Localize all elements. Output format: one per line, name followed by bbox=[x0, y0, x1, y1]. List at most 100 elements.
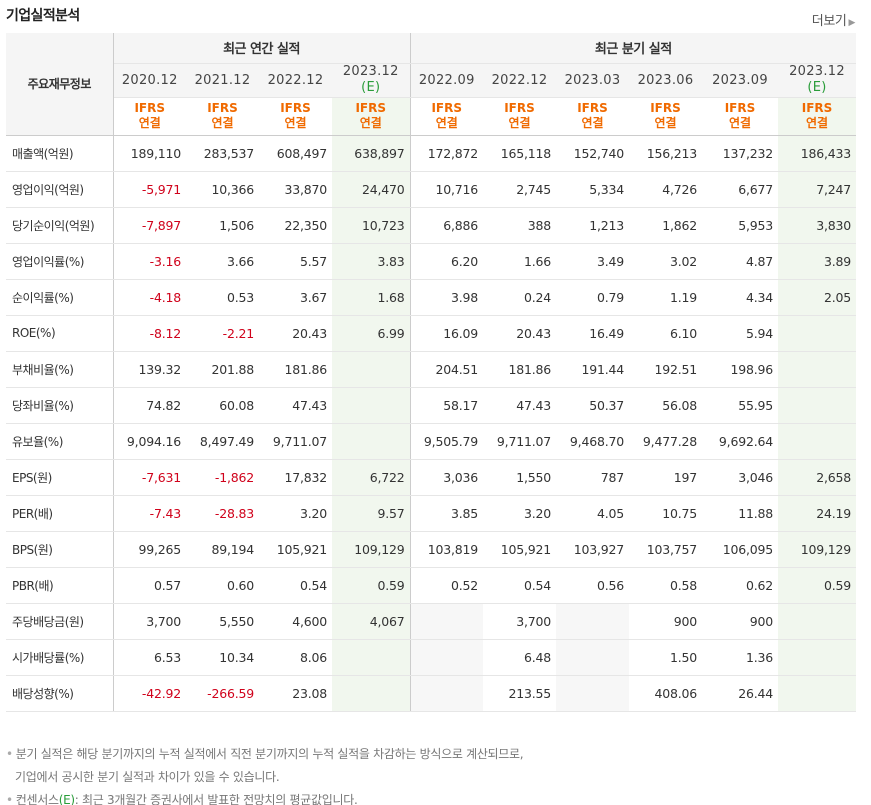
ifrs-label: IFRS 연결 bbox=[778, 97, 857, 136]
table-cell: 9.57 bbox=[332, 495, 411, 532]
table-cell: 181.86 bbox=[483, 350, 556, 388]
table-cell: 6.53 bbox=[113, 639, 186, 676]
table-cell: -3.16 bbox=[113, 242, 186, 280]
table-cell bbox=[778, 423, 857, 460]
table-cell: 20.43 bbox=[259, 315, 332, 352]
table-cell: 0.59 bbox=[332, 567, 411, 604]
table-cell: 103,819 bbox=[410, 531, 483, 568]
table-cell: 0.54 bbox=[259, 567, 332, 604]
row-label: BPS(원) bbox=[6, 531, 114, 568]
table-cell bbox=[778, 675, 857, 712]
table-cell: 6.48 bbox=[483, 639, 556, 676]
ifrs-label: IFRS 연결 bbox=[702, 97, 778, 136]
table-cell: 3,036 bbox=[410, 458, 483, 496]
ifrs-label: IFRS 연결 bbox=[186, 97, 259, 136]
table-cell: 3,830 bbox=[778, 207, 857, 244]
row-label: 부채비율(%) bbox=[6, 350, 114, 388]
table-cell: -7,631 bbox=[113, 458, 186, 496]
table-cell: 33,870 bbox=[259, 171, 332, 208]
table-cell: -28.83 bbox=[186, 495, 259, 532]
table-cell: 0.54 bbox=[483, 567, 556, 604]
table-cell: 103,927 bbox=[556, 531, 629, 568]
table-cell: 4,726 bbox=[629, 171, 702, 208]
table-cell: 1.68 bbox=[332, 279, 411, 316]
table-cell: 3.89 bbox=[778, 242, 857, 280]
table-cell: 787 bbox=[556, 458, 629, 496]
table-cell: 6.99 bbox=[332, 315, 411, 352]
row-label: 영업이익률(%) bbox=[6, 242, 114, 280]
table-cell: 1,213 bbox=[556, 207, 629, 244]
table-cell: 0.59 bbox=[778, 567, 857, 604]
more-link[interactable]: 더보기 ▶ bbox=[811, 10, 856, 29]
table-cell: 3.49 bbox=[556, 242, 629, 280]
financial-table: 주요재무정보 최근 연간 실적 최근 분기 실적 2020.12 2021.12 2… bbox=[6, 33, 857, 712]
table-cell: 1,862 bbox=[629, 207, 702, 244]
table-cell bbox=[778, 350, 857, 388]
ifrs-label: IFRS 연결 bbox=[483, 97, 556, 136]
table-cell: 1.66 bbox=[483, 242, 556, 280]
table-cell bbox=[332, 387, 411, 424]
footnotes: • 분기 실적은 해당 분기까지의 누적 실적에서 직전 분기까지의 누적 실적을… bbox=[6, 743, 524, 805]
table-cell bbox=[332, 423, 411, 460]
table-cell: 201.88 bbox=[186, 350, 259, 388]
table-row: 배당성향(%) -42.92 -266.59 23.08 213.55 408.06 26.… bbox=[6, 675, 857, 712]
table-row: 매출액(억원) 189,110 283,537 608,497 638,897 172,8… bbox=[6, 135, 857, 172]
table-cell: 3.02 bbox=[629, 242, 702, 280]
table-cell: 189,110 bbox=[113, 135, 186, 172]
table-cell: 3,046 bbox=[702, 458, 778, 496]
table-cell: -7.43 bbox=[113, 495, 186, 532]
row-label: PBR(배) bbox=[6, 567, 114, 604]
note-line: 기업에서 공시한 분기 실적과 차이가 있을 수 있습니다. bbox=[15, 770, 280, 784]
period-header: 2022.12 bbox=[259, 63, 332, 98]
table-cell: 106,095 bbox=[702, 531, 778, 568]
table-cell: 17,832 bbox=[259, 458, 332, 496]
period-header: 2023.09 bbox=[702, 63, 778, 98]
table-cell: 99,265 bbox=[113, 531, 186, 568]
table-cell bbox=[410, 602, 483, 640]
table-cell: 105,921 bbox=[259, 531, 332, 568]
table-cell: 3.20 bbox=[259, 495, 332, 532]
chevron-right-icon: ▶ bbox=[848, 18, 855, 28]
table-cell: 137,232 bbox=[702, 135, 778, 172]
table-cell: -8.12 bbox=[113, 315, 186, 352]
table-row: PBR(배) 0.57 0.60 0.54 0.59 0.52 0.54 0.56 0.58 0.… bbox=[6, 567, 857, 604]
table-cell: 9,468.70 bbox=[556, 423, 629, 460]
table-cell: 900 bbox=[629, 602, 702, 640]
table-cell: 9,505.79 bbox=[410, 423, 483, 460]
table-row: 순이익률(%) -4.18 0.53 3.67 1.68 3.98 0.24 0.79 1.19… bbox=[6, 279, 857, 316]
row-label: 당기순이익(억원) bbox=[6, 207, 114, 244]
table-cell: 4.34 bbox=[702, 279, 778, 316]
ifrs-label: IFRS 연결 bbox=[259, 97, 332, 136]
row-label: 당좌비율(%) bbox=[6, 387, 114, 424]
table-cell bbox=[410, 675, 483, 712]
annual-group-header: 최근 연간 실적 bbox=[113, 33, 411, 64]
table-cell: 3.66 bbox=[186, 242, 259, 280]
table-cell: 198.96 bbox=[702, 350, 778, 388]
table-cell: 1.19 bbox=[629, 279, 702, 316]
period-header: 2023.12 (E) bbox=[778, 63, 857, 98]
table-cell: 1.50 bbox=[629, 639, 702, 676]
table-cell: 0.58 bbox=[629, 567, 702, 604]
table-row: 영업이익(억원) -5,971 10,366 33,870 24,470 10,716 2,… bbox=[6, 171, 857, 208]
table-cell: 20.43 bbox=[483, 315, 556, 352]
note-line: • 컨센서스(E): 최근 3개월간 증권사에서 발표한 전망치의 평균값입니다. bbox=[6, 793, 358, 805]
table-cell: 1,550 bbox=[483, 458, 556, 496]
table-cell: 8.06 bbox=[259, 639, 332, 676]
table-cell: 16.49 bbox=[556, 315, 629, 352]
ifrs-label: IFRS 연결 bbox=[113, 97, 186, 136]
table-cell bbox=[556, 602, 629, 640]
more-label: 더보기 bbox=[811, 14, 847, 29]
table-cell: 172,872 bbox=[410, 135, 483, 172]
table-cell: 5,550 bbox=[186, 602, 259, 640]
table-cell: 11.88 bbox=[702, 495, 778, 532]
table-cell: 103,757 bbox=[629, 531, 702, 568]
table-cell: 4,600 bbox=[259, 602, 332, 640]
period-header: 2021.12 bbox=[186, 63, 259, 98]
table-cell: 156,213 bbox=[629, 135, 702, 172]
table-cell: 197 bbox=[629, 458, 702, 496]
table-cell: 24.19 bbox=[778, 495, 857, 532]
table-cell: 16.09 bbox=[410, 315, 483, 352]
ifrs-label: IFRS 연결 bbox=[410, 97, 483, 136]
table-cell: 4.87 bbox=[702, 242, 778, 280]
table-cell: 10,723 bbox=[332, 207, 411, 244]
